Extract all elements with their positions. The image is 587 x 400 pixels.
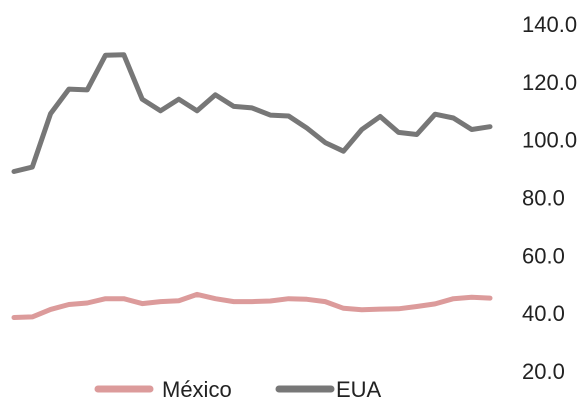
- series-layer: [11, 52, 493, 320]
- series-line-mexico: [11, 291, 493, 320]
- y-axis: 140.0 120.0 100.0 80.0 60.0 40.0 20.0: [522, 12, 577, 384]
- y-tick-label: 60.0: [522, 243, 565, 268]
- series-line-eua: [11, 52, 493, 174]
- y-tick-label: 100.0: [522, 128, 577, 153]
- y-tick-label: 40.0: [522, 301, 565, 326]
- y-tick-label: 20.0: [522, 359, 565, 384]
- y-tick-label: 140.0: [522, 12, 577, 37]
- y-tick-label: 120.0: [522, 70, 577, 95]
- y-tick-label: 80.0: [522, 186, 565, 211]
- legend-label-mexico: México: [162, 377, 232, 400]
- legend: México EUA: [94, 377, 382, 400]
- legend-label-eua: EUA: [336, 377, 382, 400]
